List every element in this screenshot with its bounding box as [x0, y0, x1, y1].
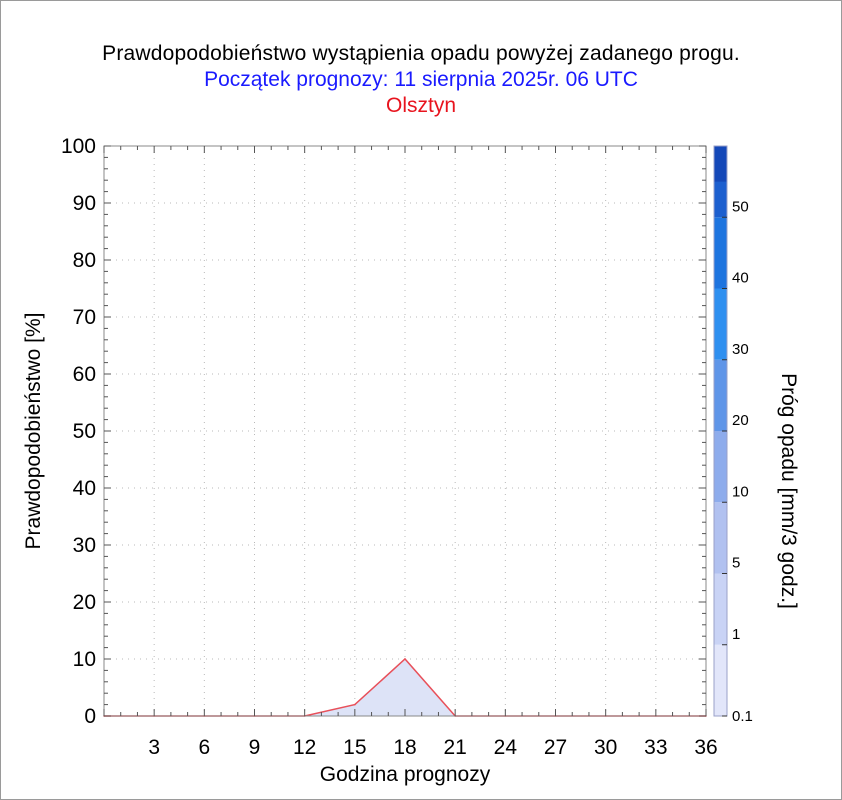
y-tick-label: 90 — [73, 192, 96, 215]
x-tick-label: 6 — [198, 736, 210, 759]
y-tick-labels: 0 10 20 30 40 50 60 70 80 90 100 — [61, 135, 96, 728]
colorbar-tick-label: 50 — [732, 198, 749, 215]
y-tick-label: 100 — [61, 135, 96, 158]
title-block: Prawdopodobieństwo wystąpienia opadu pow… — [0, 40, 842, 119]
x-tick-labels: 3 6 9 12 15 18 21 24 27 30 33 36 — [148, 736, 717, 759]
x-axis-title: Godzina prognozy — [320, 763, 491, 786]
x-tick-label: 36 — [694, 736, 717, 759]
series-layer — [103, 657, 707, 717]
series-area — [104, 659, 706, 716]
grid — [104, 146, 706, 716]
x-tick-label: 3 — [148, 736, 160, 759]
chart-subtitle: Początek prognozy: 11 sierpnia 2025r. 06… — [204, 68, 638, 91]
colorbar-tick-label: 40 — [732, 270, 749, 287]
colorbar-tick-label: 0.1 — [732, 708, 753, 725]
colorbar-tick-label: 10 — [732, 483, 749, 500]
colorbar-tick-label: 5 — [732, 555, 740, 572]
colorbar: 0.1 1 5 10 20 30 40 50 — [713, 145, 753, 725]
colorbar-segment — [714, 146, 727, 182]
y-tick-label: 50 — [73, 420, 96, 443]
x-tick-label: 24 — [494, 736, 518, 759]
colorbar-segment — [714, 217, 727, 289]
colorbar-segment — [714, 573, 727, 645]
colorbar-segment — [714, 644, 727, 716]
y-tick-label: 40 — [73, 477, 96, 500]
y-tick-label: 30 — [73, 534, 96, 557]
colorbar-title: Próg opadu [mm/3 godz.] — [777, 373, 800, 609]
x-tick-label: 9 — [249, 736, 261, 759]
y-tick-label: 10 — [73, 648, 96, 671]
x-tick-label: 30 — [594, 736, 617, 759]
colorbar-tick-label: 20 — [732, 412, 749, 429]
y-axis-title: Prawdopodobieństwo [%] — [22, 313, 45, 550]
y-tick-label: 60 — [73, 363, 96, 386]
x-tick-label: 12 — [293, 736, 316, 759]
x-tick-label: 27 — [544, 736, 567, 759]
x-tick-label: 18 — [393, 736, 416, 759]
x-tick-label: 15 — [343, 736, 366, 759]
data-point — [404, 658, 406, 660]
y-tick-label: 80 — [73, 249, 96, 272]
colorbar-segment — [714, 502, 727, 574]
data-point — [354, 703, 356, 706]
x-tick-label: 33 — [644, 736, 667, 759]
colorbar-segment — [714, 431, 727, 503]
y-tick-label: 0 — [84, 705, 96, 728]
colorbar-segment — [714, 288, 727, 360]
location-label: Olsztyn — [385, 94, 456, 117]
colorbar-tick-label: 1 — [732, 626, 740, 643]
colorbar-segment — [714, 359, 727, 431]
y-tick-label: 70 — [73, 306, 96, 329]
ticks — [103, 145, 707, 717]
x-tick-label: 21 — [443, 736, 466, 759]
y-tick-label: 20 — [73, 591, 96, 614]
chart-title: Prawdopodobieństwo wystąpienia opadu pow… — [102, 42, 740, 65]
colorbar-tick-label: 30 — [732, 341, 749, 358]
